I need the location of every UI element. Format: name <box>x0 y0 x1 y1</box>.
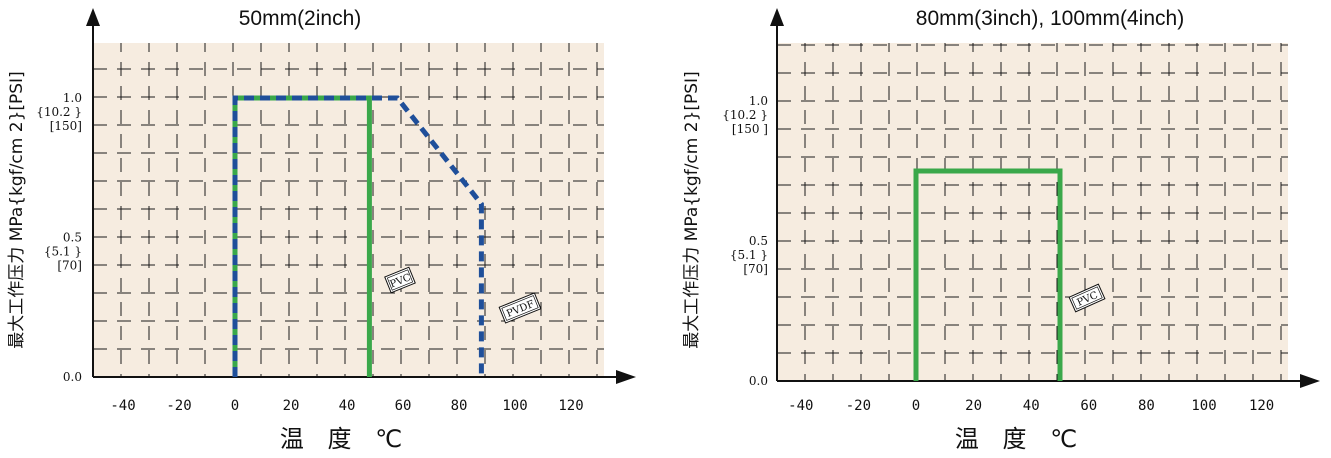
y-tick-label: 0.5{5.1 }[70] <box>44 231 82 273</box>
x-axis-arrow <box>616 370 636 384</box>
y-axis-arrow <box>770 8 784 26</box>
series-tag-pvc: PVC <box>384 266 416 294</box>
y-tick-text: 1.0 <box>749 94 768 108</box>
y-tick-label: 0.5{5.1 }[70] <box>730 234 768 276</box>
y-tick-text: 0.0 <box>749 374 768 388</box>
x-tick-label: 80 <box>1138 398 1155 414</box>
y-tick-text: 0.5 <box>63 231 82 245</box>
tag-box <box>1068 283 1106 313</box>
y-tick-label: 1.0{10.2 }[150 ] <box>722 94 768 136</box>
x-tick-label: 0 <box>231 398 239 414</box>
x-axis-label: 温 度 ℃ <box>280 425 410 453</box>
chart-title: 50mm(2inch) <box>239 7 362 30</box>
axes <box>92 22 618 378</box>
series-line-pvc <box>232 95 372 377</box>
tag-inner-box <box>386 269 414 291</box>
x-tick-label: -40 <box>110 398 135 414</box>
x-tick-label: -20 <box>166 398 191 414</box>
y-axis-arrow <box>86 8 100 26</box>
y-tick-label: 1.0{10.2 }[150] <box>36 91 82 133</box>
y-axis-label: 最大工作压力 MPa{kgf/cm 2}[PSI] <box>682 71 702 348</box>
y-tick-text: 1.0 <box>63 91 82 105</box>
x-tick-label: 60 <box>395 398 412 414</box>
tag-box <box>498 292 542 324</box>
x-tick-label: 40 <box>1023 398 1040 414</box>
x-tick-label: 40 <box>339 398 356 414</box>
chart-title: 80mm(3inch), 100mm(4inch) <box>916 7 1184 30</box>
x-tick-label: 20 <box>965 398 982 414</box>
plot-area <box>777 43 1288 381</box>
y-tick-label: 0.0 <box>749 374 768 388</box>
y-tick-text: {5.1 } <box>730 248 768 262</box>
tag-inner-box <box>1071 286 1103 310</box>
y-tick-text: [70] <box>743 262 768 276</box>
y-tick-text: 0.5 <box>749 234 768 248</box>
x-tick-label: -40 <box>788 398 813 414</box>
y-tick-text: {10.2 } <box>36 105 82 119</box>
y-tick-text: [150 ] <box>732 122 768 136</box>
series-tag-pvc: PVC <box>1068 283 1106 313</box>
x-tick-label: 100 <box>1191 398 1216 414</box>
chart-2: 80mm(3inch), 100mm(4inch) 1.0{10.2 }[150 … <box>682 7 1320 453</box>
y-tick-text: 0.0 <box>63 370 82 384</box>
axes <box>776 22 1302 382</box>
y-tick-text: [150] <box>50 119 82 133</box>
x-tick-label: 100 <box>502 398 527 414</box>
x-tick-label: 60 <box>1080 398 1097 414</box>
grid <box>93 43 604 377</box>
x-tick-label: 120 <box>558 398 583 414</box>
y-tick-text: {10.2 } <box>722 108 768 122</box>
tag-box <box>384 266 416 294</box>
y-tick-text: {5.1 } <box>44 245 82 259</box>
x-tick-label: 20 <box>283 398 300 414</box>
x-tick-label: -20 <box>846 398 871 414</box>
x-tick-label: 120 <box>1249 398 1274 414</box>
series-line-pvc <box>913 168 1063 381</box>
series-line-pvdf <box>232 95 484 377</box>
y-tick-label: 0.0 <box>63 370 82 384</box>
chart-1: 50mm(2inch)1.0{10.2 }[150]0.5{5.1 }[70]0… <box>7 7 636 453</box>
x-tick-label: 80 <box>451 398 468 414</box>
grid <box>777 43 1288 381</box>
x-axis-arrow <box>1300 374 1320 388</box>
y-tick-text: [70] <box>57 259 82 273</box>
tag-inner-box <box>501 295 539 321</box>
x-tick-label: 0 <box>912 398 920 414</box>
x-axis-label: 温 度 ℃ <box>955 425 1085 453</box>
y-axis-label: 最大工作压力 MPa{kgf/cm 2}[PSI] <box>7 71 27 348</box>
plot-area <box>93 43 604 377</box>
